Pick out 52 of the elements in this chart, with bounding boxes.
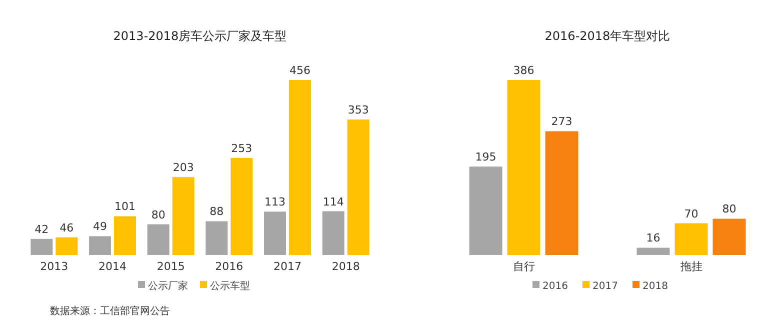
- bar: [507, 80, 540, 255]
- bar: [322, 211, 344, 255]
- data-label: 80: [151, 208, 166, 222]
- bar: [545, 131, 578, 255]
- bar: [674, 223, 708, 255]
- data-label: 195: [475, 150, 496, 164]
- data-label: 114: [322, 195, 344, 208]
- source-note: 数据来源：工信部官网公告: [50, 305, 170, 317]
- bar: [114, 216, 136, 255]
- bar: [230, 158, 253, 255]
- bar: [264, 212, 286, 255]
- legend-label: 公示厂家: [148, 280, 188, 292]
- legend-label: 2017: [592, 281, 618, 292]
- data-label: 353: [348, 104, 369, 117]
- legend-label: 2018: [642, 281, 668, 292]
- bar: [147, 224, 170, 255]
- data-label: 80: [722, 202, 736, 216]
- data-label: 46: [60, 221, 74, 234]
- bar: [636, 248, 670, 255]
- data-label: 386: [513, 64, 534, 77]
- bar: [172, 177, 194, 255]
- data-label: 49: [93, 220, 107, 234]
- data-label: 101: [114, 200, 136, 214]
- bar: [347, 120, 370, 255]
- x-tick-label: 2015: [156, 260, 185, 273]
- data-label: 70: [684, 207, 698, 220]
- chart-title: 2016-2018年车型对比: [544, 29, 670, 43]
- bar: [56, 237, 78, 255]
- bar: [89, 236, 111, 255]
- x-tick-label: 自行: [512, 260, 535, 273]
- legend-label: 公示车型: [210, 280, 250, 292]
- x-tick-label: 2014: [98, 260, 126, 273]
- bar: [289, 80, 311, 255]
- data-label: 16: [646, 232, 660, 245]
- data-label: 203: [172, 161, 194, 174]
- x-tick-label: 2016: [215, 260, 244, 273]
- data-label: 42: [34, 222, 49, 236]
- data-label: 273: [551, 115, 572, 128]
- bar: [712, 218, 746, 255]
- data-label: 253: [231, 142, 252, 155]
- chart-title: 2013-2018房车公示厂家及车型: [113, 29, 287, 43]
- x-tick-label: 2017: [274, 260, 302, 273]
- data-label: 456: [290, 64, 310, 77]
- x-tick-label: 2018: [332, 260, 360, 273]
- x-tick-label: 拖挂: [679, 260, 702, 273]
- bar: [206, 221, 228, 255]
- data-label: 88: [210, 205, 224, 218]
- bar: [469, 166, 502, 255]
- x-tick-label: 2013: [40, 260, 68, 273]
- bar: [30, 238, 53, 255]
- legend-label: 2016: [542, 281, 568, 292]
- data-label: 113: [264, 196, 286, 209]
